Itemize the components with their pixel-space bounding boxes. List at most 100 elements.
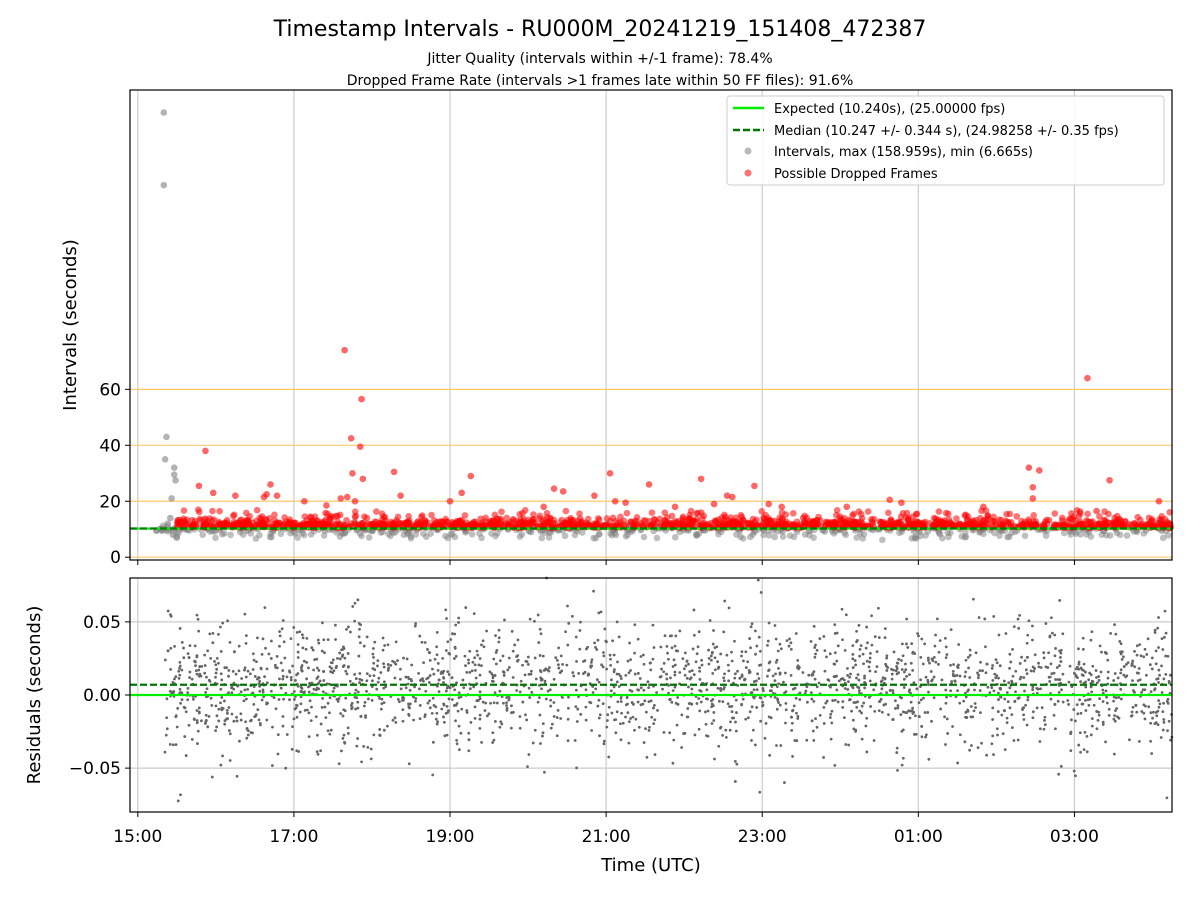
dropped-frame-point [390,468,398,476]
residual-point [1049,662,1053,666]
residual-point [316,752,320,756]
residual-point [814,652,817,656]
residual-point [1037,661,1040,665]
residual-point [992,689,996,693]
residual-point [544,697,548,701]
residual-point [358,681,361,685]
residual-point [815,685,819,689]
residual-point [790,728,794,732]
residual-point [1053,654,1057,658]
dropped-frame-point [511,521,519,529]
residual-point [924,733,928,737]
residual-point [681,657,685,661]
residual-point [293,698,296,701]
dropped-frame-point [602,522,609,529]
residual-point [740,702,743,706]
residual-point [870,614,873,618]
residual-point [963,675,967,678]
residual-point [485,629,489,633]
residual-point [165,727,169,731]
residual-point [944,743,947,746]
residual-point [423,641,427,644]
residual-point [722,686,726,689]
residual-point [699,700,703,704]
residual-point [659,645,663,649]
residual-point [300,669,304,673]
residual-point [1011,674,1015,678]
residual-point [1115,707,1119,710]
residual-point [494,634,497,638]
residual-point [1156,723,1160,727]
residual-point [1162,701,1165,705]
residual-point [435,722,439,726]
residual-point [179,701,183,705]
dropped-frame-point [246,512,254,520]
residual-point [1074,667,1078,671]
residual-point [932,656,936,659]
residual-point [1149,711,1153,715]
residual-point [163,658,167,662]
residual-point [340,749,343,753]
residual-point [667,691,670,695]
residual-point [417,672,421,675]
residual-point [660,667,663,671]
dropped-frame-point [1032,521,1039,529]
residual-point [944,645,948,649]
residual-point [178,691,182,695]
residual-point [457,724,461,728]
residual-point [805,738,809,742]
residual-point [1010,713,1014,717]
residual-point [204,713,208,717]
residual-point [219,650,223,653]
residual-point [445,617,448,620]
residual-point [974,706,977,709]
interval-point [336,533,344,540]
residual-point [594,646,597,649]
residual-point [793,739,797,742]
residual-point [488,670,492,674]
dropped-frame-point [334,520,342,528]
residual-point [865,659,869,663]
residual-point [695,652,699,656]
residual-point [437,678,441,682]
residual-point [867,696,871,699]
residual-point [296,650,300,654]
dropped-frame-point [885,509,892,517]
residual-point [1077,743,1081,747]
residual-point [627,741,631,745]
residual-point [612,670,616,674]
residual-point [629,658,632,661]
residual-point [850,709,853,713]
residual-point [977,616,981,619]
residual-point [829,737,833,741]
residual-point [754,679,758,683]
interval-point [1021,532,1029,540]
residual-point [1032,669,1036,673]
residual-point [328,732,332,736]
dropped-frame-point [1132,522,1140,529]
residual-point [1154,662,1158,666]
residual-point [719,652,723,656]
residual-point [477,663,481,667]
residual-point [841,638,844,642]
residual-point [446,711,450,714]
residual-point [433,657,437,661]
residual-point [1101,720,1105,724]
residual-point [372,674,376,678]
residual-point [697,630,701,634]
residual-point [759,719,763,723]
residual-point [713,757,716,761]
dropped-frame-point [857,510,865,518]
residual-point [773,624,777,627]
residual-point [1040,706,1044,710]
chart-title: Timestamp Intervals - RU000M_20241219_15… [273,17,927,42]
residual-point [1146,637,1150,641]
residual-point [407,677,411,681]
residual-point [719,686,723,690]
interval-point [527,528,535,536]
residual-point [1084,685,1088,689]
residual-point [296,656,300,659]
legend-intervals-label: Intervals, max (158.959s), min (6.665s) [774,145,1033,160]
residual-point [176,799,180,803]
residual-point [1153,628,1157,632]
